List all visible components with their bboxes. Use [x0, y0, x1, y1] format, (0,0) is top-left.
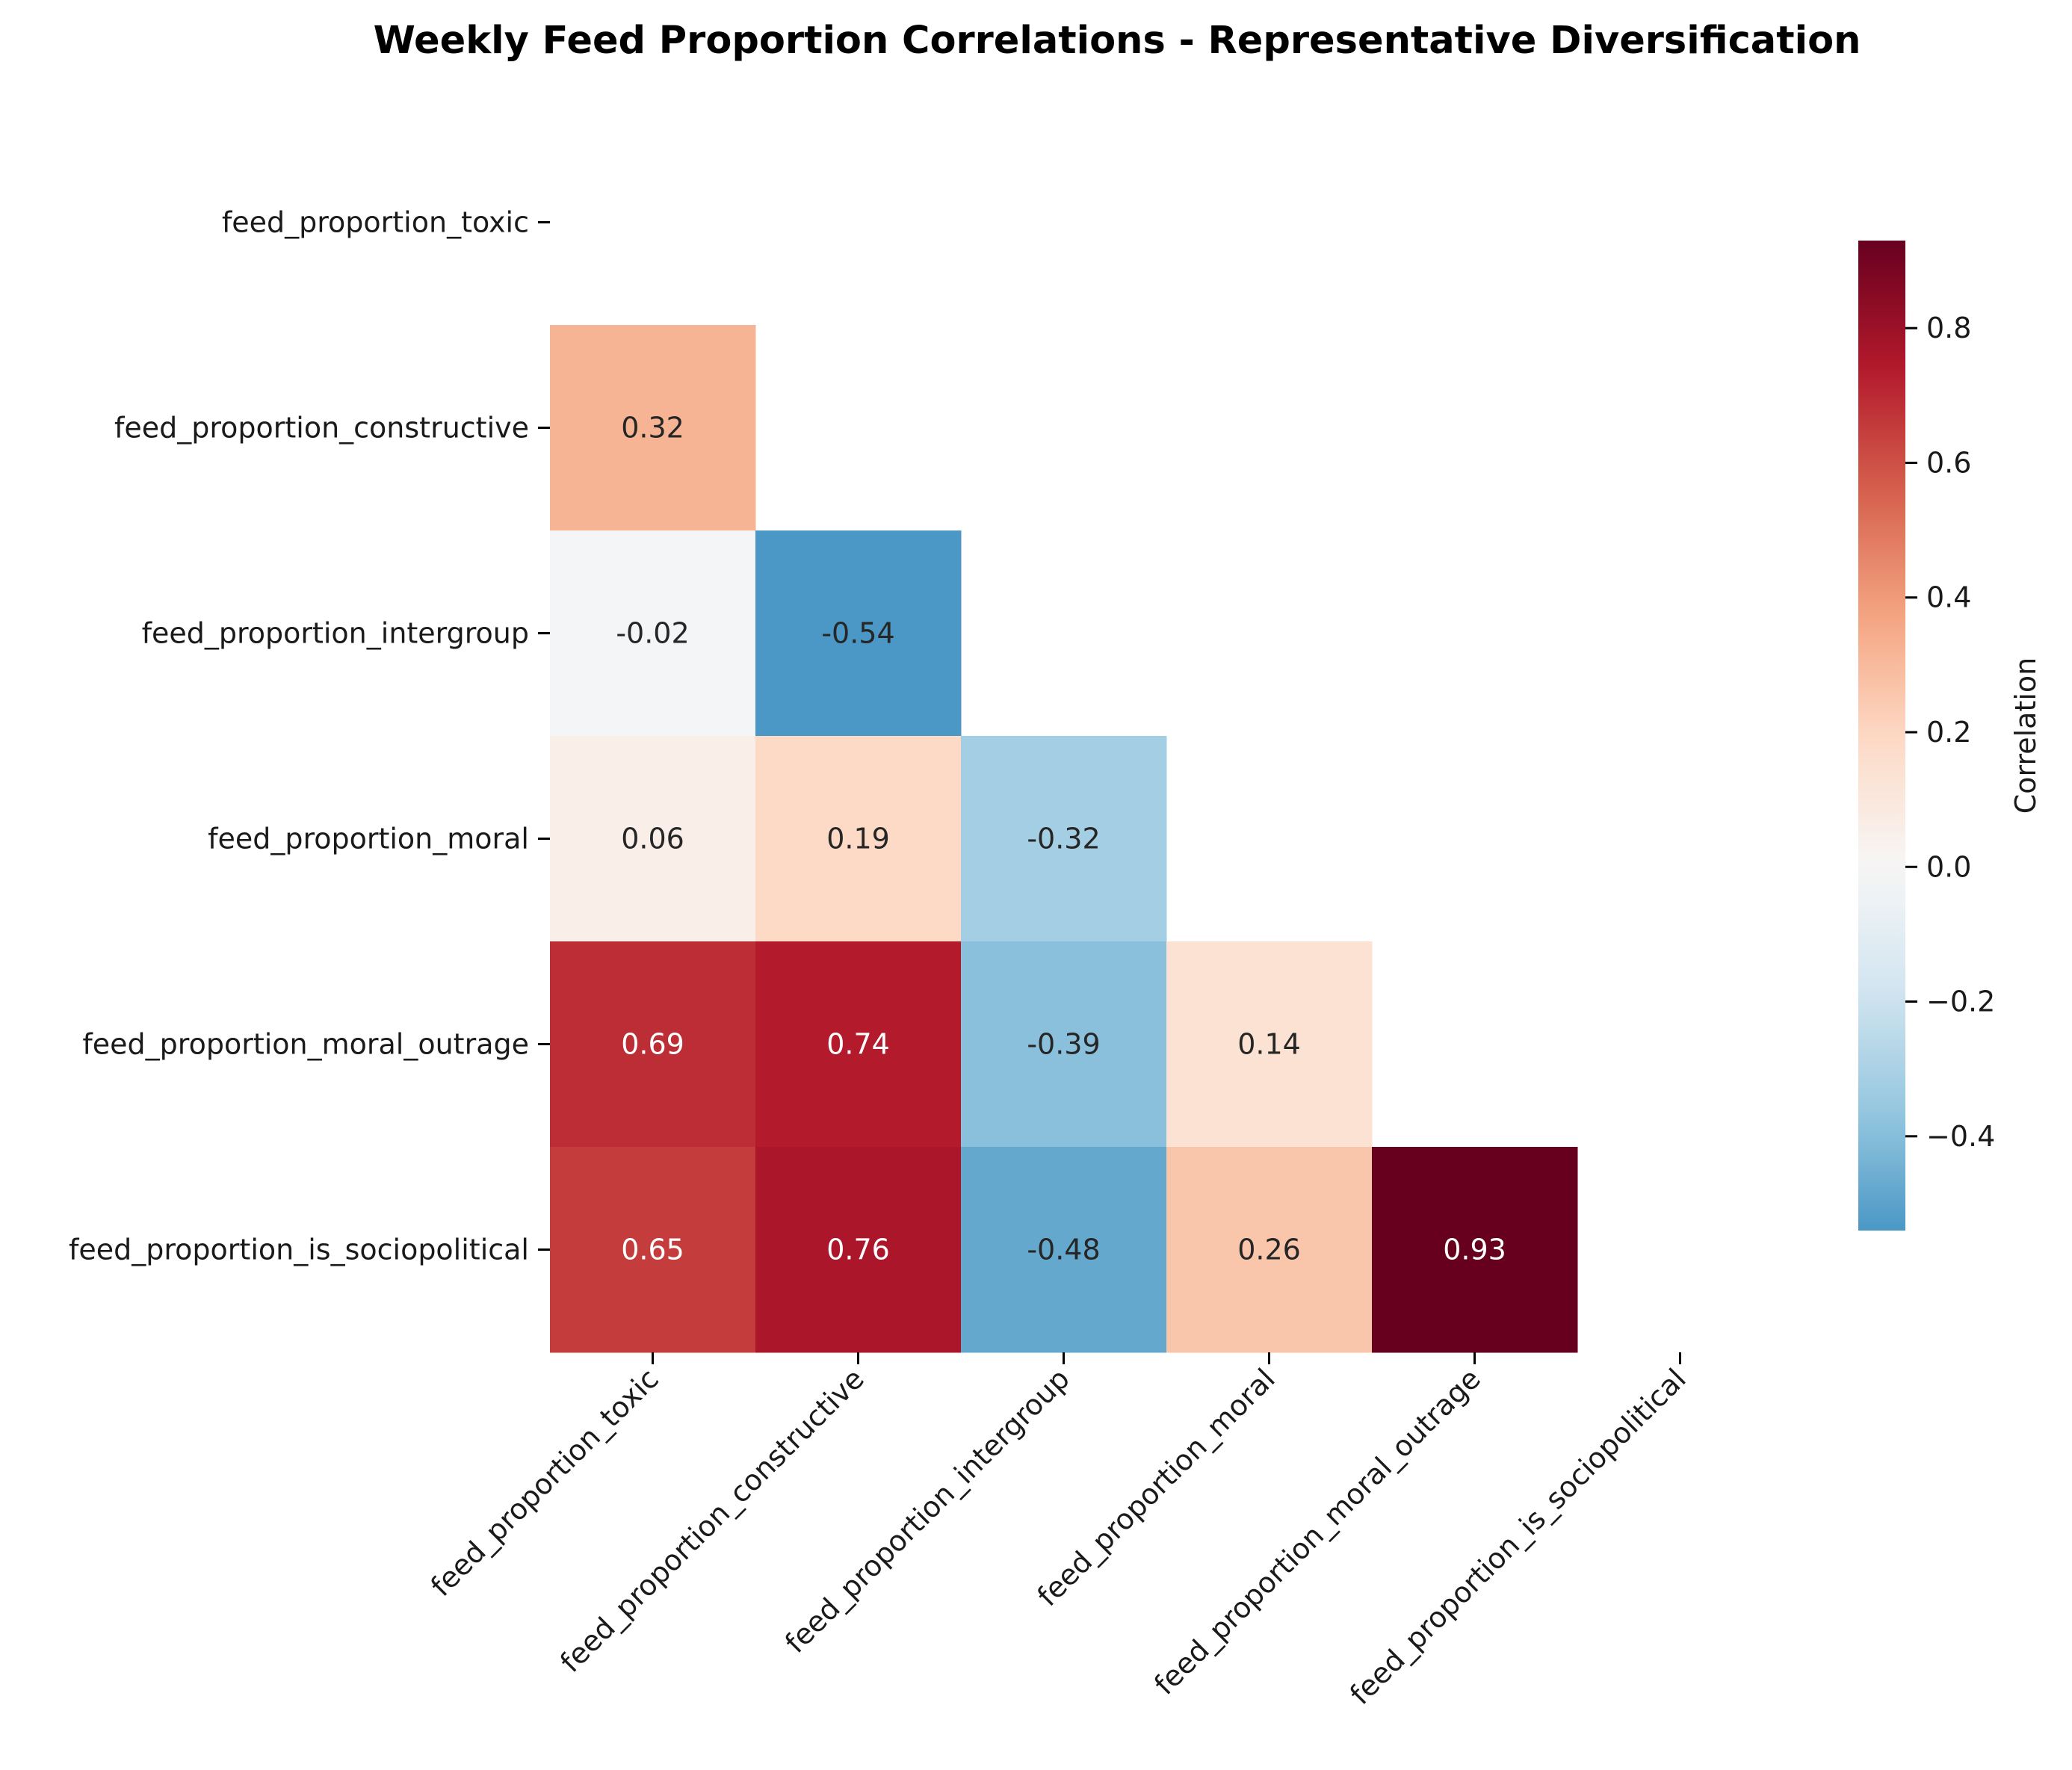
colorbar-tick-label: 0.4	[1926, 581, 1971, 614]
cell-value-label: 0.32	[621, 412, 684, 445]
y-tick-label: feed_proportion_moral	[208, 823, 529, 855]
cell-value-label: 0.26	[1237, 1234, 1301, 1266]
x-tick-label: feed_proportion_moral_outrage	[1148, 1362, 1487, 1701]
x-tick-label: feed_proportion_is_sociopolitical	[1343, 1362, 1692, 1711]
colorbar-tick-label: −0.4	[1926, 1120, 1995, 1153]
cell-value-label: 0.65	[621, 1234, 684, 1266]
heatmap-cell	[1166, 941, 1373, 1148]
heatmap-cell	[550, 325, 756, 531]
cell-value-label: -0.32	[1027, 823, 1100, 855]
heatmap-cell	[755, 941, 962, 1148]
heatmap-cell	[961, 736, 1167, 942]
y-tick-label: feed_proportion_intergroup	[142, 617, 529, 650]
x-tick-label: feed_proportion_toxic	[424, 1362, 665, 1603]
heatmap-cell	[755, 530, 962, 737]
colorbar-gradient	[1858, 241, 1905, 1231]
heatmap-cell	[550, 530, 756, 737]
heatmap-cell	[755, 736, 962, 942]
heatmap-cell	[550, 1147, 756, 1353]
heatmap-cells	[550, 325, 1578, 1353]
cell-value-label: 0.06	[621, 823, 684, 855]
y-tick-label: feed_proportion_is_sociopolitical	[69, 1234, 529, 1266]
heatmap-cell	[755, 1147, 962, 1353]
cell-value-label: 0.74	[826, 1028, 890, 1061]
heatmap-cell	[961, 941, 1167, 1148]
cell-value-label: 0.14	[1237, 1028, 1301, 1061]
colorbar-tick-label: 0.8	[1926, 312, 1971, 344]
colorbar-tick-label: 0.0	[1926, 850, 1971, 883]
heatmap-cell	[1166, 1147, 1373, 1353]
heatmap-cell	[961, 1147, 1167, 1353]
heatmap-cell	[550, 736, 756, 942]
cell-value-label: 0.76	[826, 1234, 890, 1266]
colorbar-tick-label: −0.2	[1926, 985, 1995, 1018]
y-tick-label: feed_proportion_moral_outrage	[82, 1028, 529, 1061]
y-tick-label: feed_proportion_constructive	[114, 412, 529, 445]
heatmap-cell	[550, 941, 756, 1148]
colorbar-tick-label: 0.6	[1926, 446, 1971, 479]
colorbar-tick-label: 0.2	[1926, 716, 1971, 749]
y-axis: feed_proportion_toxic feed_proportion_con…	[69, 206, 550, 1266]
cell-value-label: 0.19	[826, 823, 890, 855]
colorbar-title: Correlation	[2009, 657, 2042, 814]
cell-value-label: -0.39	[1027, 1028, 1100, 1061]
chart-title: Weekly Feed Proportion Correlations - Re…	[374, 19, 1861, 63]
y-tick-label: feed_proportion_toxic	[222, 206, 529, 239]
colorbar: −0.4 −0.2 0.0 0.2 0.4 0.6 0.8 Correlation	[1858, 241, 2042, 1231]
x-axis: feed_proportion_toxicfeed_proportion_con…	[424, 1352, 1692, 1711]
cell-value-label: 0.93	[1443, 1234, 1506, 1266]
cell-value-label: 0.69	[621, 1028, 684, 1061]
cell-value-label: -0.54	[821, 617, 894, 650]
x-tick-label: feed_proportion_moral	[1031, 1362, 1281, 1612]
cell-value-label: -0.48	[1027, 1234, 1100, 1266]
heatmap-cell	[1372, 1147, 1578, 1353]
cell-annotations: 0.32 -0.02 -0.54 0.06 0.19 -0.32 0.69 0.74 -0.39…	[616, 412, 1506, 1266]
cell-value-label: -0.02	[616, 617, 689, 650]
